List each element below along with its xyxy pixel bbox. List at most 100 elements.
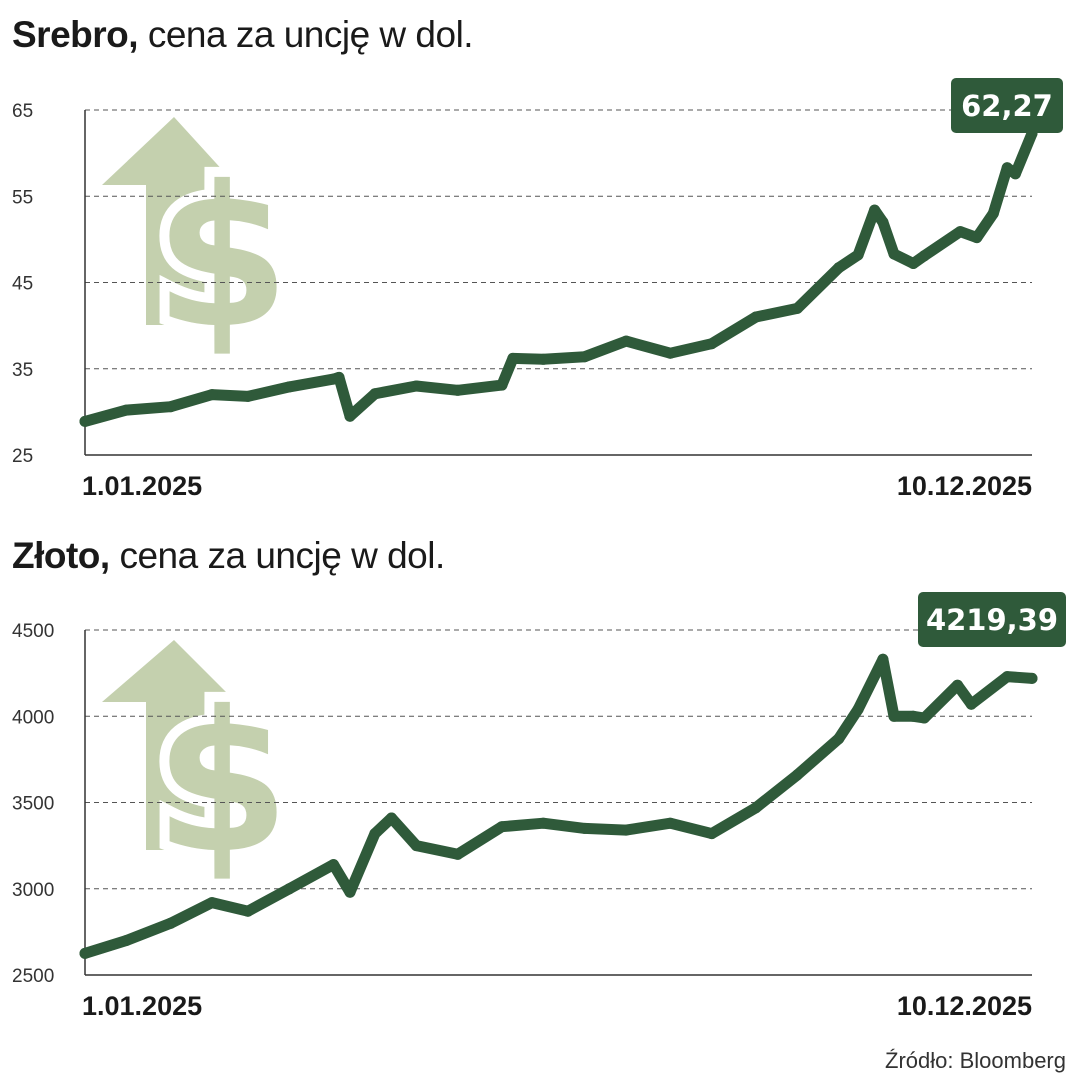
gold-chart: $ $ 4500 4000 3500 3000 2500 1.01.2025 10.12… <box>12 592 1066 1021</box>
dollar-up-arrow-icon: $ $ <box>102 117 300 381</box>
gold-data-point <box>965 698 977 710</box>
silver-data-point <box>452 384 464 396</box>
silver-data-point <box>165 401 177 413</box>
silver-data-point <box>344 410 356 422</box>
gold-data-point <box>706 828 718 840</box>
silver-data-point <box>507 352 519 364</box>
silver-y-tick-label: 55 <box>12 187 33 208</box>
gold-data-point <box>452 848 464 860</box>
gold-x-start-label: 1.01.2025 <box>82 991 202 1021</box>
gold-data-point <box>369 828 381 840</box>
silver-data-point <box>333 371 345 383</box>
gold-data-point <box>918 712 930 724</box>
gold-data-point <box>1026 672 1038 684</box>
silver-chart: $ $ 65 55 45 35 25 1.01.2025 10.12.2025 62,2… <box>12 78 1063 501</box>
silver-data-point <box>537 353 549 365</box>
silver-data-point <box>954 226 966 238</box>
silver-last-value-callout: 62,27 <box>951 78 1063 133</box>
silver-last-value: 62,27 <box>961 89 1053 123</box>
silver-grid <box>85 109 1032 370</box>
silver-plot <box>79 128 1038 427</box>
gold-last-value: 4219,39 <box>926 603 1058 637</box>
silver-data-point <box>620 335 632 347</box>
gold-data-point <box>410 840 422 852</box>
gold-data-point <box>888 710 900 722</box>
gold-data-point <box>907 710 919 722</box>
silver-data-point <box>1001 162 1013 174</box>
gold-data-point <box>952 679 963 691</box>
silver-data-point <box>706 338 718 350</box>
silver-data-point <box>664 347 676 359</box>
gold-data-point <box>242 905 254 917</box>
gold-y-tick-label: 2500 <box>12 966 54 987</box>
silver-data-point <box>852 249 864 261</box>
gold-data-point <box>496 821 508 833</box>
silver-data-point <box>579 351 591 363</box>
gold-plot <box>79 653 1038 959</box>
silver-title-rest: cena za uncję w dol. <box>138 14 474 55</box>
dollar-up-arrow-icon: $ $ <box>102 640 300 906</box>
gold-title-rest: cena za uncję w dol. <box>109 535 445 576</box>
silver-data-point <box>791 302 803 314</box>
silver-data-point <box>888 248 900 260</box>
silver-y-tick-label: 65 <box>12 101 33 122</box>
source-note: Źródło: Bloomberg <box>885 1048 1066 1073</box>
silver-chart-title: Srebro, cena za uncję w dol. <box>12 14 474 56</box>
silver-y-tick-label: 45 <box>12 274 33 295</box>
gold-data-point <box>120 935 132 946</box>
silver-data-point <box>369 388 381 400</box>
gold-data-point <box>386 812 397 824</box>
gold-data-point <box>852 703 864 715</box>
gold-data-point <box>791 769 803 781</box>
silver-data-point <box>79 415 91 427</box>
gold-data-point <box>877 653 889 665</box>
gold-y-tick-label: 3500 <box>12 794 54 815</box>
silver-title-bold: Srebro, <box>12 14 139 55</box>
silver-data-point <box>410 380 422 392</box>
silver-data-point <box>1009 168 1021 180</box>
gold-data-point <box>206 897 218 909</box>
gold-y-axis: 4500 4000 3500 3000 2500 <box>12 621 1032 987</box>
silver-data-point <box>987 208 999 219</box>
svg-text:$: $ <box>154 144 290 371</box>
silver-data-point <box>869 204 881 216</box>
silver-data-point <box>877 216 889 228</box>
silver-data-point <box>206 389 218 401</box>
silver-data-point <box>833 262 845 274</box>
gold-data-point <box>165 917 177 929</box>
gold-last-value-callout: 4219,39 <box>918 592 1066 647</box>
silver-data-point <box>971 232 983 244</box>
silver-data-point <box>120 404 132 416</box>
silver-data-point <box>242 390 254 402</box>
gold-data-point <box>283 883 295 895</box>
silver-data-point <box>496 379 508 391</box>
gold-data-point <box>664 817 676 829</box>
gold-y-tick-label: 4500 <box>12 621 54 642</box>
svg-text:$: $ <box>154 144 290 371</box>
gold-data-point <box>79 947 91 959</box>
svg-text:$: $ <box>154 669 290 896</box>
silver-data-point <box>283 381 295 393</box>
gold-grid <box>85 629 1032 890</box>
gold-data-point <box>579 822 591 834</box>
gold-data-point <box>537 817 549 829</box>
silver-series-line <box>79 128 1038 427</box>
gold-y-tick-label: 4000 <box>12 707 54 728</box>
silver-y-tick-label: 35 <box>12 360 33 381</box>
silver-x-start-label: 1.01.2025 <box>82 471 202 501</box>
silver-data-point <box>750 311 762 323</box>
gold-data-point <box>750 802 762 814</box>
silver-y-tick-label: 25 <box>12 446 33 467</box>
gold-title-bold: Złoto, <box>12 535 110 576</box>
gold-x-end-label: 10.12.2025 <box>897 991 1032 1021</box>
silver-data-point <box>918 250 930 262</box>
silver-y-axis: 65 55 45 35 25 <box>12 101 1032 467</box>
silver-data-point <box>907 258 919 269</box>
gold-y-tick-label: 3000 <box>12 880 54 901</box>
gold-data-point <box>833 733 845 745</box>
gold-chart-title: Złoto, cena za uncję w dol. <box>12 535 445 577</box>
gold-data-point <box>620 824 632 836</box>
gold-data-point <box>344 886 356 898</box>
gold-data-point <box>328 859 339 871</box>
svg-text:$: $ <box>154 669 290 896</box>
